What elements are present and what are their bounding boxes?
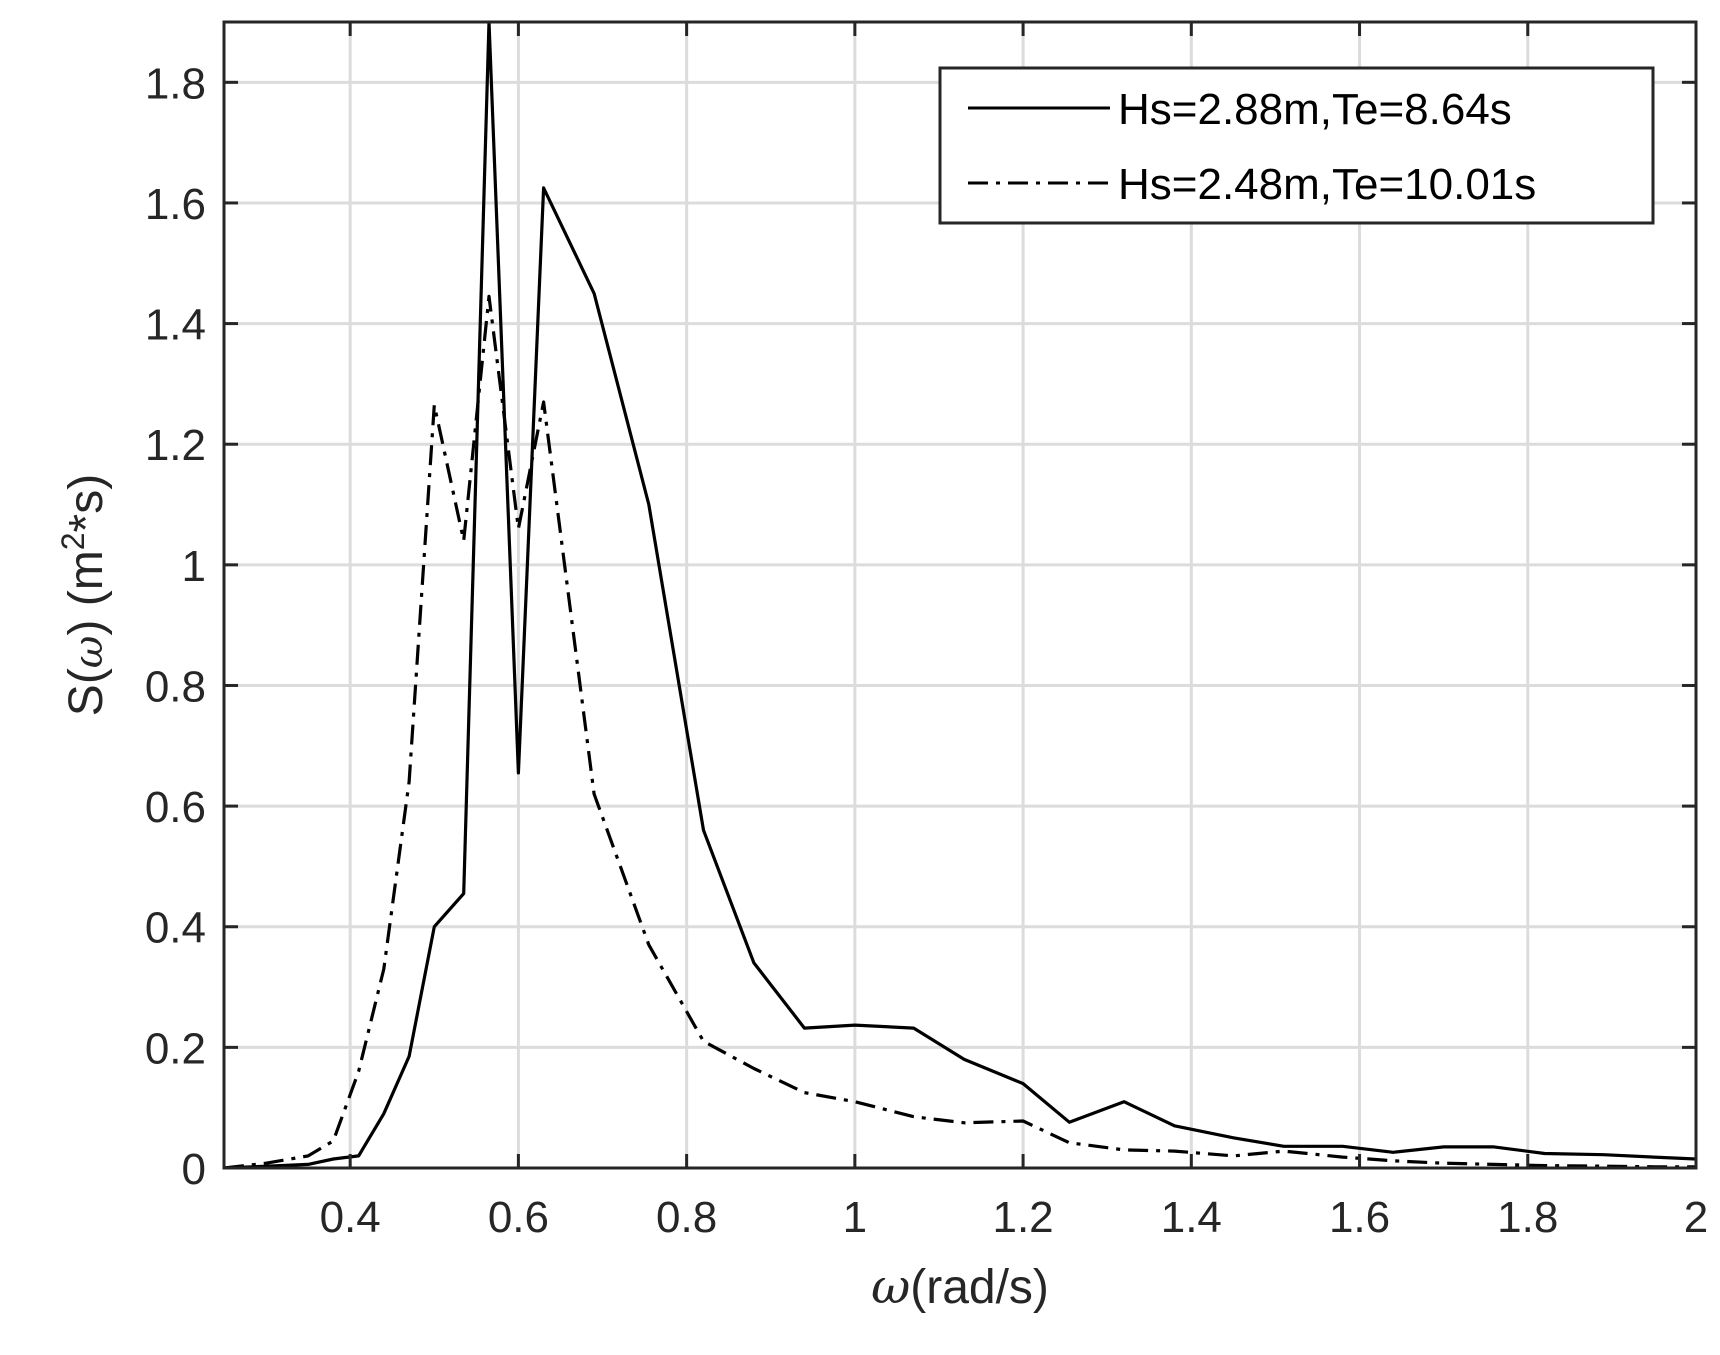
x-tick-label: 1.8 (1497, 1193, 1558, 1242)
x-tick-label: 0.6 (488, 1193, 549, 1242)
y-tick-label: 1.6 (145, 180, 206, 229)
x-tick-label: 2 (1684, 1193, 1708, 1242)
y-tick-label: 0.6 (145, 783, 206, 832)
y-tick-label: 1 (182, 542, 206, 591)
y-axis-label-prefix: S( (60, 668, 113, 716)
series-line-solid (224, 22, 1696, 1168)
x-axis-label: ω(rad/s) (871, 1259, 1049, 1315)
x-tick-label: 1.6 (1329, 1193, 1390, 1242)
x-tick-label: 0.8 (656, 1193, 717, 1242)
ticks: 0.4 0.6 0.8 1 1.2 1.4 1.6 1.8 2 0 0.2 0.4 0.6 0.8 1 1.2… (145, 22, 1708, 1242)
axes-box (222, 20, 1698, 1170)
y-tick-label: 0.2 (145, 1024, 206, 1073)
y-tick-label: 1.4 (145, 301, 206, 350)
y-tick-label: 1.2 (145, 421, 206, 470)
x-tick-label: 0.4 (320, 1193, 381, 1242)
y-tick-label: 0 (182, 1145, 206, 1194)
y-axis-label-suffix: *s) (60, 474, 113, 533)
legend: Hs=2.88m,Te=8.64s Hs=2.48m,Te=10.01s (938, 66, 1655, 225)
series-line-dashdot (224, 294, 1696, 1168)
y-axis-label-sup: 2 (55, 532, 91, 550)
legend-label-series-2: Hs=2.48m,Te=10.01s (1118, 160, 1536, 209)
x-tick-label: 1.2 (992, 1193, 1053, 1242)
y-tick-label: 1.8 (145, 59, 206, 108)
y-tick-label: 0.4 (145, 904, 206, 953)
legend-label-series-1: Hs=2.88m,Te=8.64s (1118, 85, 1512, 134)
x-tick-label: 1.4 (1161, 1193, 1222, 1242)
y-axis-label-mid: ) (m (60, 550, 113, 635)
y-axis-label-symbol: ω (66, 636, 112, 669)
x-tick-label: 1 (843, 1193, 867, 1242)
legend-box (938, 66, 1655, 225)
y-tick-label: 0.8 (145, 662, 206, 711)
x-axis-label-unit: (rad/s) (910, 1261, 1049, 1314)
x-axis-label-symbol: ω (871, 1259, 910, 1315)
series-layer (224, 22, 1696, 1168)
y-axis-label: S(ω) (m2*s) (55, 474, 113, 716)
